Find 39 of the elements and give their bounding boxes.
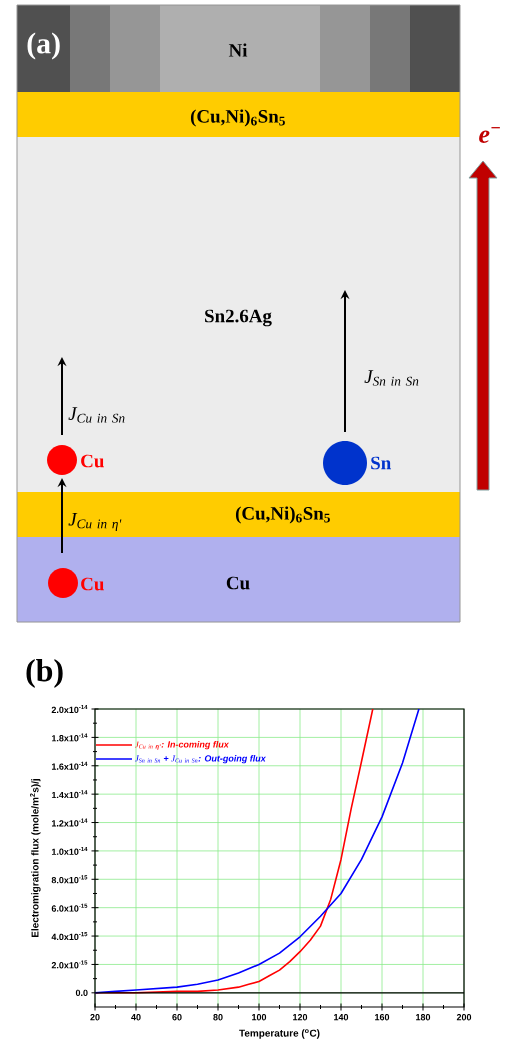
x-tick-label: 20 [90,1014,100,1021]
text: Cu [81,454,104,468]
text: Sn [371,456,391,470]
x-tick-label: 180 [416,1014,431,1021]
x-tick-label: 80 [213,1014,223,1021]
text: e$^{−}$ [479,127,500,143]
y-tick-label: 8.0x10$^{-15}$ [51,875,88,884]
text: $\mathit{J}_{\mathit{Sn\ in\ Sn}}$ [364,370,419,386]
text: $\mathit{J}_{\mathit{Cu\ in\ Sn}}$ [68,407,125,423]
x-tick-label: 100 [252,1014,267,1021]
text: (Cu,Ni)$_{6}$Sn$_{5}$ [235,506,330,524]
legend-label: $\mathit{J}_{\mathit{Cu\ in\ }\textit{η'}}\textit{: In-coming flux}$ [134,741,230,750]
y-tick-label: 0.0 [75,989,88,996]
x-axis-title: Temperature ($^{o}$C) [239,1029,320,1039]
text: $\mathit{J}_{\mathit{Cu\ in\ }\textit{η'}}$ [68,512,122,532]
x-tick-label: 160 [375,1014,390,1021]
y-tick-label: 2.0x10$^{-15}$ [51,960,88,969]
x-tick-label: 40 [131,1014,141,1021]
text: Ni [228,43,248,57]
y-tick-label: 4.0x10$^{-15}$ [51,932,88,941]
y-tick-label: 1.8x10$^{-14}$ [51,733,88,742]
text: (a) [27,32,60,60]
y-tick-label: 6.0x10$^{-15}$ [51,903,88,912]
y-tick-label: 2.0x10$^{-14}$ [51,705,88,714]
y-axis-title: Electromigration flux (mole/m$^{2}$s)/j [29,779,41,938]
x-tick-label: 120 [293,1014,308,1021]
text: Cu [81,577,104,591]
chart-title: (b) [26,659,63,688]
y-tick-label: 1.2x10$^{-14}$ [51,818,88,827]
y-tick-label: 1.6x10$^{-14}$ [51,761,88,770]
text: Sn2.6Ag [205,309,272,327]
legend-label: $\mathit{J}_{\mathit{Sn\ in\ Sn}}\textit{ + }\mathit{J}_{\mathit{Cu\ in\ Sn}}\textit{: Out-going flux}$ [134,754,267,764]
y-tick-label: 1.0x10$^{-14}$ [51,846,88,855]
text: (Cu,Ni)$_{6}$Sn$_{5}$ [190,109,285,127]
y-tick-label: 1.4x10$^{-14}$ [51,790,88,799]
x-tick-label: 60 [172,1014,182,1021]
text: Cu [226,576,250,590]
x-tick-label: 140 [334,1014,349,1021]
x-tick-label: 200 [456,1014,472,1021]
